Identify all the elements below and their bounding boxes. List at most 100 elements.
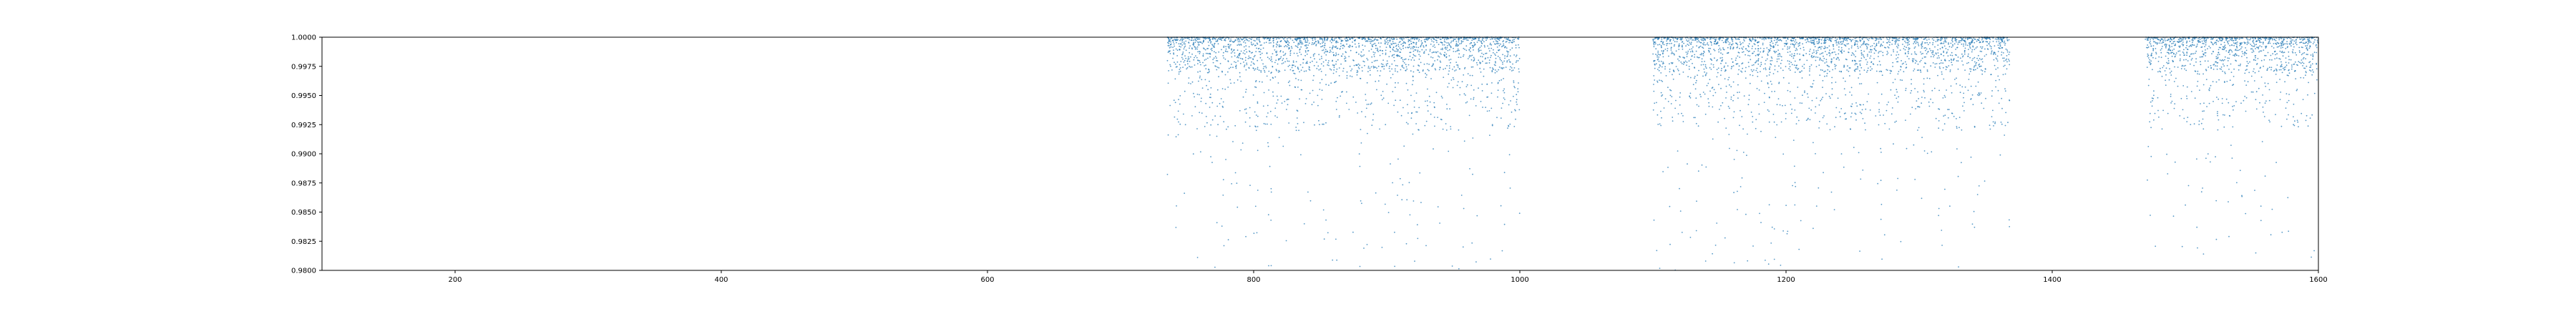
data-point	[1856, 40, 1858, 41]
data-point	[1215, 40, 1217, 42]
data-point	[1407, 41, 1410, 43]
data-point	[1184, 43, 1186, 45]
data-point	[1311, 37, 1313, 39]
data-point	[1301, 89, 1303, 91]
data-point	[1776, 104, 1778, 106]
data-point	[2259, 50, 2261, 52]
data-point	[1433, 117, 1435, 118]
data-point	[1986, 38, 1988, 39]
data-point	[1299, 41, 1301, 42]
data-point	[1755, 127, 1757, 129]
data-point	[1348, 109, 1350, 110]
data-point	[1269, 110, 1272, 112]
data-point	[1362, 44, 1364, 46]
data-point	[1917, 91, 1919, 93]
data-point	[1907, 42, 1909, 44]
data-point	[1943, 52, 1945, 54]
data-point	[1884, 122, 1886, 124]
data-point	[1181, 54, 1183, 56]
data-point	[1418, 40, 1420, 42]
data-point	[1698, 41, 1700, 43]
data-point	[1465, 102, 1467, 104]
data-point	[1976, 40, 1978, 42]
data-point	[1942, 129, 1944, 131]
data-point	[1294, 87, 1297, 88]
data-point	[1189, 60, 1191, 62]
data-point	[1469, 43, 1471, 44]
data-point	[1997, 75, 1999, 77]
data-point	[1986, 41, 1988, 43]
data-point	[1271, 58, 1272, 60]
data-point	[1687, 40, 1689, 42]
data-point	[1478, 39, 1480, 41]
data-point	[1860, 57, 1863, 59]
data-point	[1809, 37, 1811, 39]
data-point	[1696, 200, 1697, 202]
data-point	[1878, 71, 1880, 72]
data-point	[1339, 114, 1340, 117]
data-point	[1430, 78, 1432, 79]
data-point	[1418, 58, 1420, 60]
data-point	[1216, 135, 1218, 137]
data-point	[1728, 134, 1730, 135]
data-point	[1470, 42, 1473, 44]
data-point	[1390, 77, 1392, 79]
data-point	[1755, 62, 1757, 63]
data-point	[1496, 46, 1498, 48]
data-point	[1274, 51, 1277, 53]
data-point	[1513, 39, 1515, 41]
data-point	[1702, 39, 1704, 41]
data-point	[1868, 38, 1870, 39]
data-point	[1930, 98, 1932, 100]
data-point	[1688, 68, 1690, 70]
data-point	[2147, 146, 2150, 147]
data-point	[1921, 42, 1923, 44]
data-point	[1810, 64, 1813, 66]
data-point	[1448, 67, 1450, 69]
data-point	[1427, 104, 1428, 107]
data-point	[1662, 62, 1664, 63]
data-point	[1322, 49, 1323, 52]
data-point	[1917, 41, 1919, 44]
data-point	[1762, 50, 1765, 52]
data-point	[1991, 116, 1993, 118]
data-point	[1896, 54, 1898, 56]
data-point	[1732, 117, 1735, 119]
data-point	[1269, 58, 1270, 60]
data-point	[1252, 59, 1254, 60]
data-point	[1654, 102, 1656, 104]
data-point	[1485, 39, 1487, 41]
data-point	[1486, 84, 1488, 85]
data-point	[1880, 39, 1883, 40]
data-point	[1701, 54, 1702, 56]
data-point	[1965, 42, 1967, 44]
data-point	[1719, 57, 1722, 59]
data-point	[1434, 60, 1435, 62]
data-point	[1317, 41, 1319, 42]
data-point	[1248, 67, 1250, 69]
data-point	[1713, 67, 1714, 68]
data-point	[1824, 62, 1826, 64]
data-point	[1325, 84, 1327, 86]
data-point	[1501, 46, 1503, 48]
data-point	[1305, 47, 1307, 49]
data-point	[1257, 190, 1259, 191]
data-point	[1770, 37, 1771, 39]
data-point	[1892, 66, 1894, 67]
data-point	[1471, 242, 1473, 244]
data-point	[1691, 55, 1693, 57]
data-point	[1239, 57, 1241, 59]
data-point	[1667, 101, 1669, 102]
data-point	[1840, 108, 1843, 109]
data-point	[1320, 63, 1322, 65]
data-point	[2285, 47, 2287, 49]
data-point	[1652, 39, 1654, 40]
data-point	[1923, 56, 1926, 58]
data-point	[1253, 63, 1255, 65]
data-point	[1339, 38, 1341, 40]
data-point	[1169, 39, 1171, 41]
data-point	[1170, 44, 1171, 46]
data-point	[1181, 44, 1184, 46]
data-point	[1724, 40, 1727, 42]
data-point	[1504, 55, 1506, 57]
